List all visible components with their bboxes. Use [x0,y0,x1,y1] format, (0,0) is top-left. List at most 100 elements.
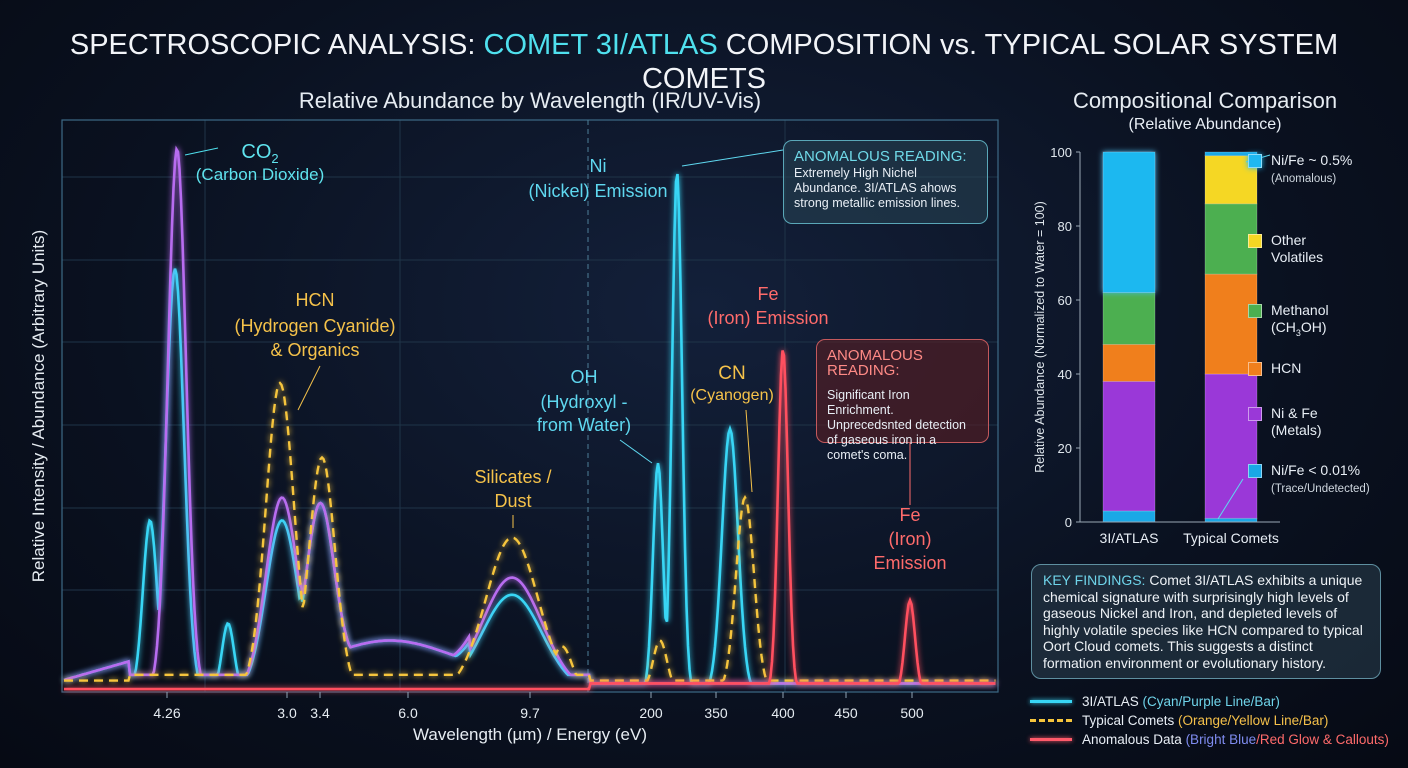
bar-segment-methanol [1102,292,1156,345]
legend-label: Ni & Fe (Metals) [1271,405,1322,438]
x-ticks: 4.26 3.0 3.4 6.0 9.7 200 350 400 450 500 [153,692,924,721]
bar-y-tick-label: 20 [1058,441,1072,456]
legend-line-dashed [1030,719,1072,722]
legend-line-glow [1030,738,1072,741]
spectrum-title: Relative Abundance by Wavelength (IR/UV-… [298,88,762,113]
x-tick-label: 500 [900,705,924,721]
bar-segment-trace [1102,510,1156,523]
bar-segment-metals [1102,380,1156,512]
title-suffix: COMPOSITION vs. TYPICAL SOLAR SYSTEM COM… [641,29,1339,95]
x-tick-label: 4.26 [153,705,180,721]
annotation-hcn: HCN (Hydrogen Cyanide) & Organics [234,290,396,411]
x-axis-label: Wavelength (µm) / Energy (eV) [413,725,647,744]
svg-text:& Organics: & Organics [270,340,359,360]
series-line-2 [64,381,996,682]
legend-item-metals: Ni & Fe (Metals) [1248,405,1322,439]
annotation-fe-iron: Fe (Iron) Emission [707,284,828,328]
bar-y-tick-label: 40 [1058,367,1072,382]
legend-anomalous: Anomalous Data (Bright Blue/Red Glow & C… [1030,732,1400,747]
legend-swatch [1248,234,1262,248]
legend-label: HCN [1271,360,1302,376]
bar-segment-hcn [1102,343,1156,382]
svg-text:(Cyanogen): (Cyanogen) [690,387,774,404]
callout-heading: ANOMALOUS READING: [827,347,923,379]
leader-line [1217,478,1244,520]
title-highlight: COMET 3I/ATLAS [483,29,718,61]
bar-segment-trace [1204,517,1258,523]
svg-text:(Carbon Dioxide): (Carbon Dioxide) [196,165,325,184]
legend-note: (Cyan/Purple Line/Bar) [1142,694,1280,709]
callout-text: Significant Iron Enrichment. Unprecedsnt… [827,388,966,462]
svg-text:Dust: Dust [494,491,531,511]
bar-category-label: Typical Comets [1183,530,1279,546]
legend-swatch [1248,154,1262,168]
composition-subtitle: (Relative Abundance) [1128,116,1282,133]
annotation-silicates: Silicates / Dust [474,467,552,528]
legend-swatch [1248,304,1262,318]
x-tick-label: 3.0 [277,705,297,721]
legend-item-hcn: HCN [1248,360,1301,377]
x-tick-label: 200 [639,705,663,721]
bar-y-tick-label: 100 [1050,145,1072,160]
svg-text:(Hydroxyl -: (Hydroxyl - [540,392,627,412]
x-tick-label: 350 [704,705,728,721]
legend-swatch [1248,362,1262,376]
key-findings-text: Comet 3I/ATLAS exhibits a unique chemica… [1043,572,1363,671]
legend-item-nife_high: Ni/Fe ~ 0.5% (Anomalous) [1248,152,1352,188]
callout-text: Extremely High Nichel Abundance. 3I/ATLA… [794,166,961,210]
svg-text:(Hydrogen Cyanide): (Hydrogen Cyanide) [234,316,395,336]
callout-nickel: ANOMALOUS READING: Extremely High Nichel… [783,140,988,224]
x-tick-label: 9.7 [520,705,540,721]
legend-label: Ni/Fe ~ 0.5% (Anomalous) [1271,152,1353,185]
bar-segment-hcn [1204,273,1258,375]
svg-text:Ni: Ni [590,156,607,176]
key-findings: KEY FINDINGS: Comet 3I/ATLAS exhibits a … [1031,564,1381,679]
title-prefix: SPECTROSCOPIC ANALYSIS: [69,29,484,61]
series-line-3 [64,350,996,691]
bar-y-axis-label: Relative Abundance (Normalized to Water … [1033,201,1047,473]
legend-item-trace: Ni/Fe < 0.01% (Trace/Undetected) [1248,462,1370,498]
annotation-oh: OH (Hydroxyl - from Water) [537,367,653,464]
svg-text:Silicates /: Silicates / [474,467,551,487]
bar-category-label: 3I/ATLAS [1100,530,1159,546]
legend-item-methanol: Methanol (CH3OH) [1248,302,1329,342]
legend-typical-comets: Typical Comets (Orange/Yellow Line/Bar) [1030,713,1400,728]
svg-text:Fe: Fe [757,284,778,304]
y-axis-label: Relative Intensity / Abundance (Arbitrar… [29,230,48,582]
svg-text:CO2: CO2 [241,141,278,166]
bar-segment-nife_high [1102,151,1156,294]
svg-text:from Water): from Water) [537,415,631,435]
legend-note: (Orange/Yellow Line/Bar) [1178,713,1329,728]
legend-line-solid [1030,700,1072,703]
legend-label: Ni/Fe < 0.01% (Trace/Undetected) [1271,462,1370,495]
callout-iron: ANOMALOUS READING: Significant Iron Enri… [816,339,989,462]
svg-text:Emission: Emission [873,553,946,573]
svg-text:Fe: Fe [899,505,920,525]
page-title: SPECTROSCOPIC ANALYSIS: COMET 3I/ATLAS C… [8,28,1400,96]
legend-label: 3I/ATLAS [1082,694,1143,709]
callout-heading: ANOMALOUS READING: [794,148,967,165]
legend-swatch [1248,464,1262,478]
bar-y-tick-label: 60 [1058,293,1072,308]
annotation-fe-iron-500: Fe (Iron) Emission [873,443,947,573]
x-tick-label: 400 [771,705,795,721]
legend-label: Methanol (CH3OH) [1271,302,1329,338]
legend-label: Anomalous Data [1082,732,1186,747]
svg-text:OH: OH [571,367,598,387]
annotation-cn: CN (Cyanogen) [690,363,774,493]
legend-swatch [1248,407,1262,421]
annotation-co2: CO2 (Carbon Dioxide) [184,141,325,184]
bar-y-tick-label: 0 [1065,515,1072,530]
key-findings-heading: KEY FINDINGS: [1043,572,1146,588]
legend-item-other: Other Volatiles [1248,232,1323,266]
x-tick-label: 450 [834,705,858,721]
curves [63,145,996,691]
annotation-ni: Ni (Nickel) Emission [528,149,784,201]
legend-label: Other Volatiles [1271,232,1324,265]
svg-text:(Nickel) Emission: (Nickel) Emission [528,181,667,201]
svg-text:CN: CN [718,363,745,384]
svg-text:(Iron) Emission: (Iron) Emission [707,308,828,328]
bar-y-tick-label: 80 [1058,219,1072,234]
legend-3i-atlas: 3I/ATLAS (Cyan/Purple Line/Bar) [1030,694,1400,709]
